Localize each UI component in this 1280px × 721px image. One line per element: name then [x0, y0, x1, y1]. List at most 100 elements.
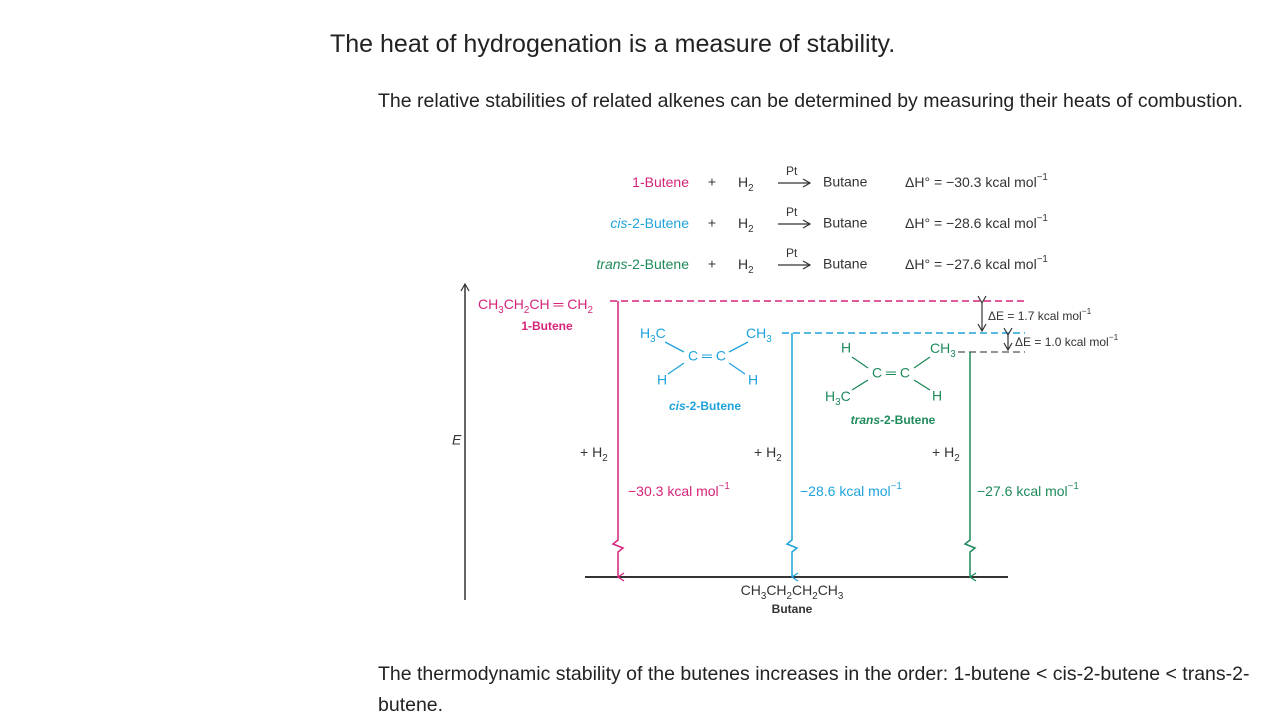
product: Butane: [823, 215, 868, 231]
catalyst: Pt: [786, 246, 798, 260]
text-run: trans: [851, 413, 881, 427]
substituent: H3C: [640, 325, 666, 345]
text-run: H: [738, 174, 748, 190]
catalyst: Pt: [786, 205, 798, 219]
text-run: 3: [761, 591, 767, 602]
energy-label: −28.6 kcal mol−1: [800, 481, 902, 499]
text-run: cis: [610, 215, 627, 231]
text-run: 3: [766, 334, 772, 345]
catalyst: Pt: [786, 164, 798, 178]
delta-label: ΔE = 1.7 kcal mol−1: [988, 306, 1092, 323]
double-bond: C ═ C: [872, 365, 910, 381]
text-run: −1: [719, 481, 730, 492]
text-run: 2: [812, 591, 817, 602]
text-run: CH ═ CH: [529, 296, 587, 312]
substituent: H3C: [825, 388, 851, 408]
text-run: ΔH° = −28.6 kcal mol: [905, 215, 1037, 231]
text-run: CH: [741, 582, 761, 598]
text-run: ΔH° = −27.6 kcal mol: [905, 256, 1037, 272]
text-run: −1: [1037, 213, 1048, 224]
text-run: 2: [954, 453, 959, 464]
text-run: 2: [776, 453, 781, 464]
text-run: -2-Butene: [686, 399, 742, 413]
formula: CH3CH2CH ═ CH2: [478, 296, 593, 316]
added: + H2: [932, 444, 960, 464]
substituent: H: [748, 372, 758, 388]
added: + H2: [580, 444, 608, 464]
text-run: ΔH° = −30.3 kcal mol: [905, 174, 1037, 190]
text-run: CH: [478, 296, 498, 312]
text-run: + H: [580, 444, 602, 460]
enthalpy: ΔH° = −28.6 kcal mol−1: [905, 213, 1048, 231]
text-run: ΔE = 1.7 kcal mol: [988, 309, 1082, 323]
conclusion-text: The thermodynamic stability of the buten…: [378, 663, 1250, 716]
added: + H2: [754, 444, 782, 464]
substituent: H: [932, 388, 942, 404]
reactant: 1-Butene: [632, 174, 689, 190]
text-run: -2-Butene: [628, 256, 690, 272]
text-run: 2: [748, 183, 753, 194]
text-run: 1-Butene: [632, 174, 689, 190]
text-run: −1: [1037, 172, 1048, 183]
substituent: CH3: [930, 340, 956, 360]
text-run: -2-Butene: [628, 215, 690, 231]
reactant: trans-2-Butene: [596, 256, 689, 272]
intro-text: The relative stabilities of related alke…: [378, 90, 1243, 112]
text-run: 2: [787, 591, 792, 602]
energy-label: −27.6 kcal mol−1: [977, 481, 1079, 499]
text-run: 2: [524, 305, 529, 316]
energy-label: −30.3 kcal mol−1: [628, 481, 730, 499]
text-run: CH: [746, 325, 766, 341]
plus: +: [708, 174, 716, 190]
hydrogenation-arrow: [785, 333, 799, 577]
text-run: CH: [504, 296, 524, 312]
text-run: 3: [498, 305, 504, 316]
substituent: CH3: [746, 325, 772, 345]
text-run: −1: [891, 481, 902, 492]
text-run: CH: [930, 340, 950, 356]
text-run: −1: [1068, 481, 1079, 492]
text-run: H: [825, 388, 835, 404]
energy-diagram: E ΔE = 1.7 kcal mol−1 ΔE = 1.0 kcal mol−…: [452, 284, 1119, 616]
reagent: H2: [738, 174, 754, 194]
product: Butane: [823, 256, 868, 272]
text-run: 3: [650, 334, 656, 345]
text-run: −27.6 kcal mol: [977, 483, 1068, 499]
text-run: 2: [588, 305, 593, 316]
hydrogenation-arrow: [963, 352, 977, 577]
reagent: H2: [738, 215, 754, 235]
text-run: + H: [932, 444, 954, 460]
double-bond: C ═ C: [688, 348, 726, 364]
slide-title: The heat of hydrogenation is a measure o…: [330, 30, 896, 58]
text-run: CH: [766, 582, 786, 598]
substituent: H: [841, 340, 851, 356]
text-run: −1: [1109, 332, 1119, 342]
text-run: 2: [748, 265, 753, 276]
text-run: C: [841, 388, 851, 404]
text-run: H: [640, 325, 650, 341]
text-run: −1: [1037, 254, 1048, 265]
formula: CH3CH2CH2CH3: [741, 582, 844, 602]
enthalpy: ΔH° = −27.6 kcal mol−1: [905, 254, 1048, 272]
plus: +: [708, 215, 716, 231]
product: Butane: [823, 174, 868, 190]
text-run: trans: [596, 256, 627, 272]
text-run: + H: [754, 444, 776, 460]
text-run: -2-Butene: [880, 413, 936, 427]
enthalpy: ΔH° = −30.3 kcal mol−1: [905, 172, 1048, 190]
reagent: H2: [738, 256, 754, 276]
text-run: 2: [602, 453, 607, 464]
compound-name: Butane: [772, 602, 813, 616]
bonds: [664, 341, 749, 375]
text-run: CH: [818, 582, 838, 598]
bonds: [851, 356, 931, 391]
text-run: 3: [838, 591, 844, 602]
compound-name: 1-Butene: [521, 319, 573, 333]
text-run: C: [656, 325, 666, 341]
reactions: 1-Butene + H2 Pt Butane ΔH° = −30.3 kcal…: [596, 164, 1047, 276]
delta-label: ΔE = 1.0 kcal mol−1: [1015, 332, 1119, 349]
text-run: H: [738, 215, 748, 231]
text-run: ΔE = 1.0 kcal mol: [1015, 335, 1109, 349]
